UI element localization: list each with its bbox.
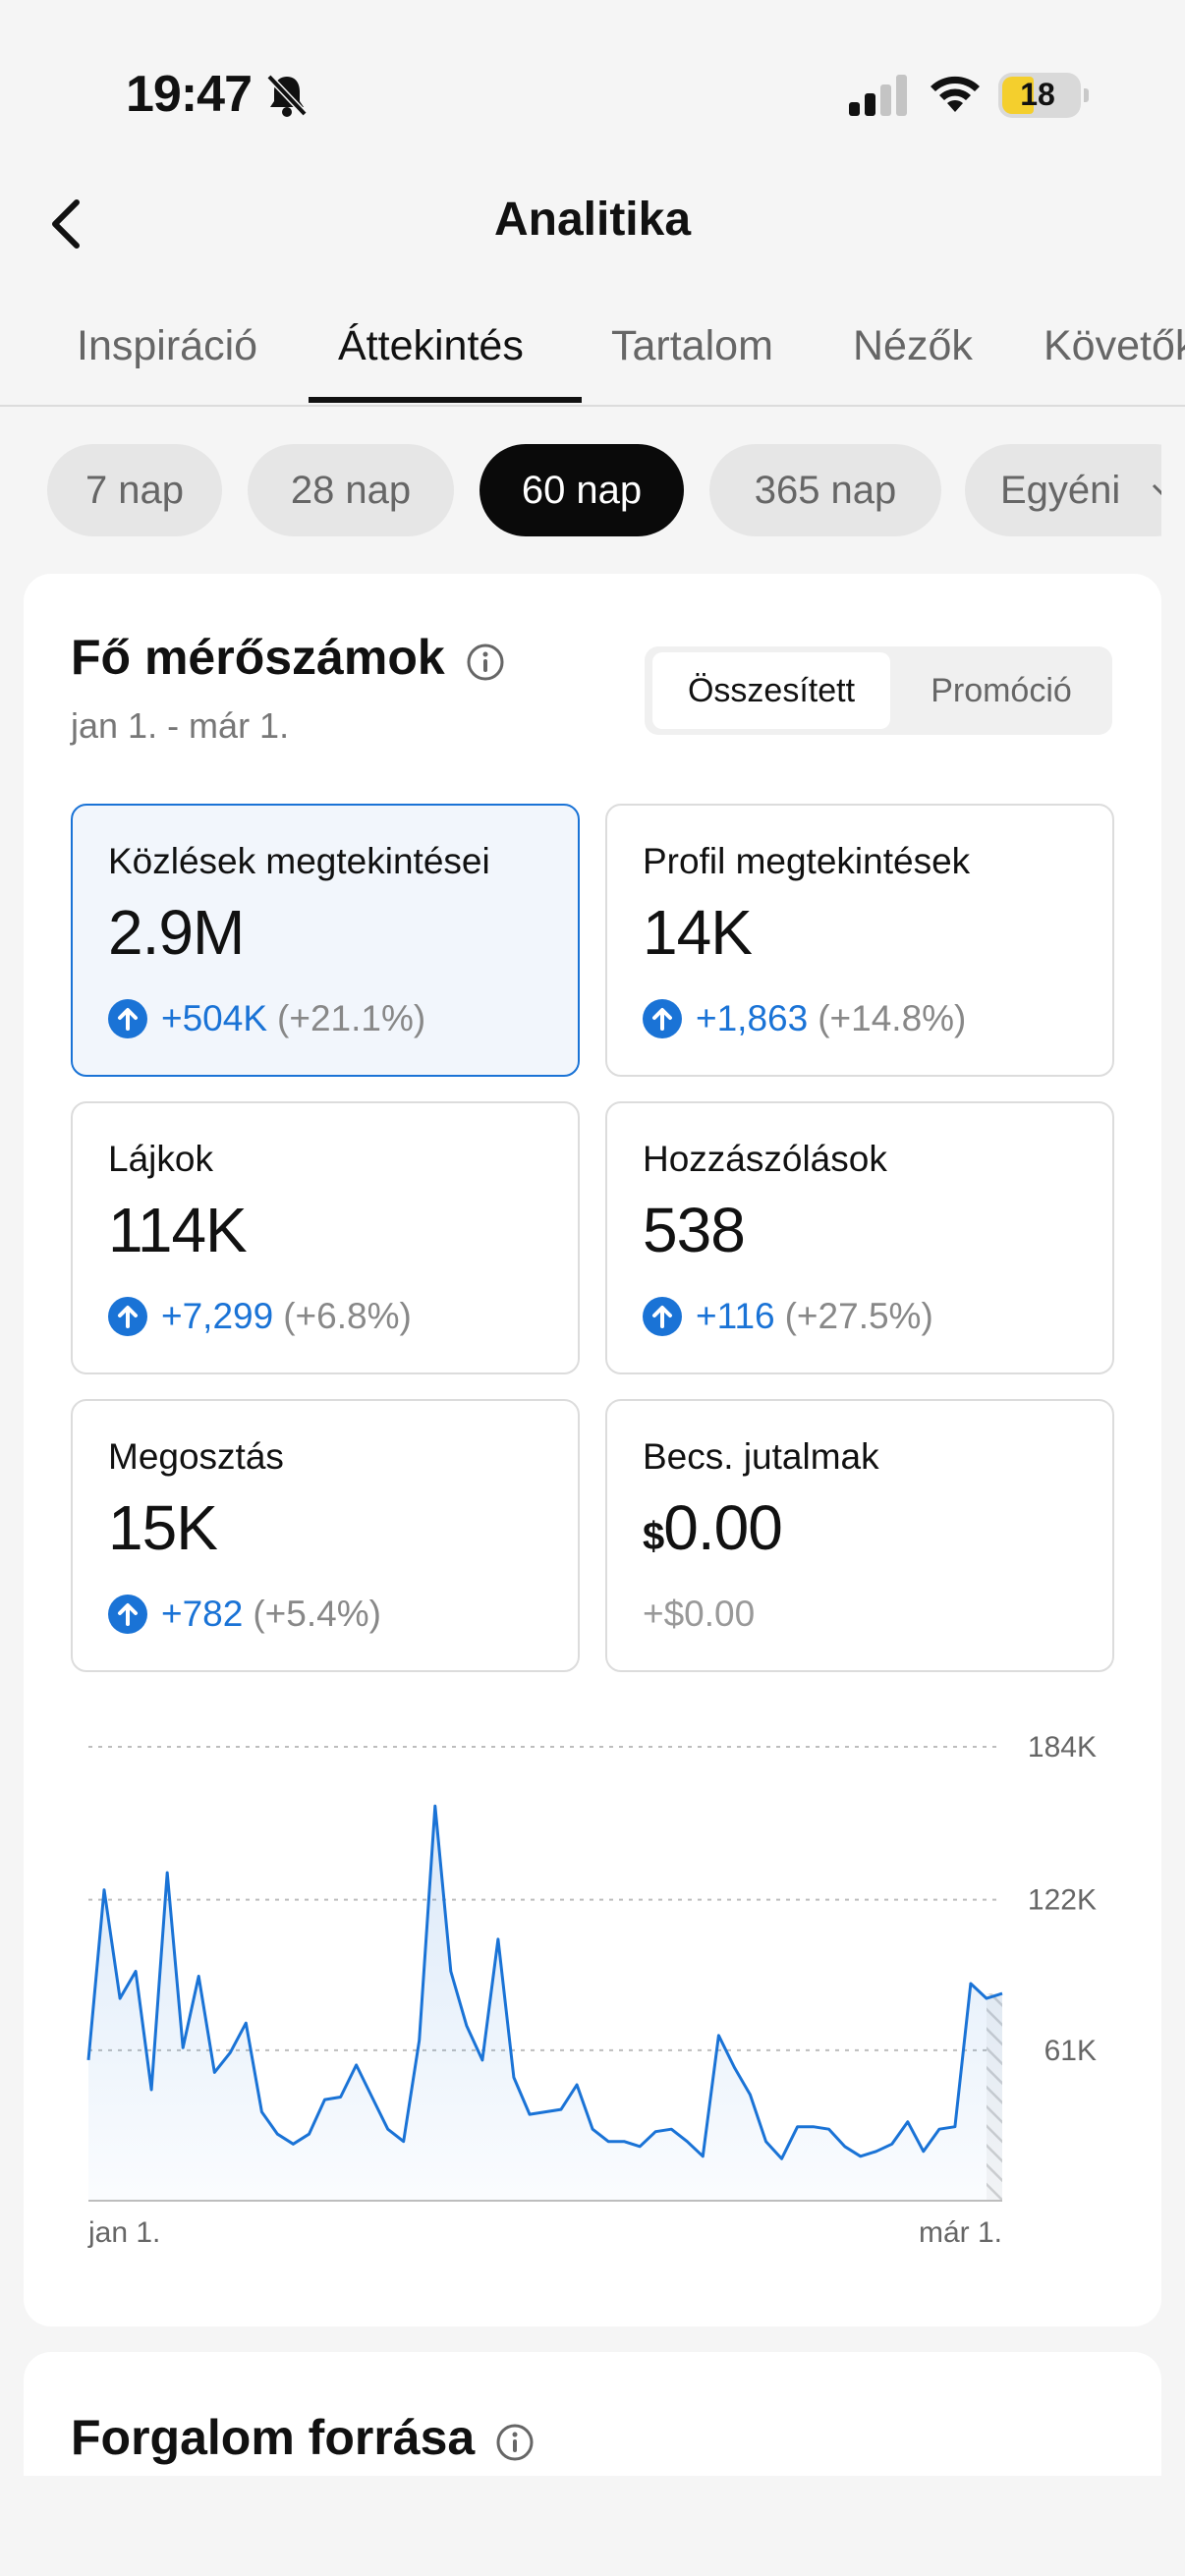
x-axis-label-end: már 1. [919, 2216, 1002, 2249]
metric-change: +504K (+21.1%) [108, 998, 425, 1039]
tab-followers[interactable]: Követők [1044, 322, 1185, 369]
metric-value: 538 [643, 1195, 746, 1265]
metric-change: +$0.00 [643, 1594, 755, 1635]
metric-likes[interactable]: Lájkok 114K +7,299 (+6.8%) [71, 1101, 580, 1374]
y-axis-tick-label: 184K [1028, 1731, 1097, 1764]
metric-value: 15K [108, 1492, 218, 1563]
arrow-up-icon [108, 1297, 147, 1336]
metric-change: +116 (+27.5%) [643, 1296, 933, 1337]
status-time: 19:47 [126, 66, 253, 123]
period-60-days[interactable]: 60 nap [480, 444, 684, 536]
metric-delta: +116 [696, 1296, 775, 1336]
period-custom-label: Egyéni [1000, 469, 1121, 512]
arrow-up-icon [108, 1595, 147, 1634]
metric-shares[interactable]: Megosztás 15K +782 (+5.4%) [71, 1399, 580, 1672]
period-7-days[interactable]: 7 nap [47, 444, 222, 536]
metric-percent: (+5.4%) [253, 1594, 381, 1634]
status-bar: 19:47 18 [0, 0, 1185, 187]
metric-mode-toggle: Összesített Promóció [645, 646, 1112, 735]
metric-label: Lájkok [108, 1139, 213, 1179]
chart-series-line [86, 1804, 1003, 2160]
metric-percent: (+6.8%) [283, 1296, 412, 1336]
metric-label: Megosztás [108, 1436, 284, 1477]
info-icon[interactable] [466, 643, 505, 682]
tab-inspiration[interactable]: Inspiráció [77, 322, 258, 369]
arrow-up-icon [643, 999, 682, 1038]
traffic-source-title: Forgalom forrása [71, 2410, 476, 2465]
analytics-tabs: Inspiráció Áttekintés Tartalom Nézők Köv… [0, 295, 1185, 407]
metric-delta: +504K [161, 998, 268, 1038]
metric-delta: +782 [161, 1594, 244, 1634]
metric-value: 2.9M [108, 897, 245, 968]
signal-icon [849, 75, 907, 116]
metric-profile-views[interactable]: Profil megtekintések 14K +1,863 (+14.8%) [605, 804, 1114, 1077]
active-tab-indicator [309, 397, 582, 403]
y-axis-tick-label: 122K [1028, 1884, 1097, 1917]
page-title: Analitika [493, 194, 692, 246]
metric-estimated-rewards[interactable]: Becs. jutalmak $0.00 +$0.00 [605, 1399, 1114, 1672]
metric-label: Profil megtekintések [643, 841, 971, 881]
metric-percent: (+27.5%) [784, 1296, 933, 1336]
battery-indicator: 18 [998, 73, 1089, 118]
tab-overview[interactable]: Áttekintés [338, 322, 524, 369]
metric-post-views[interactable]: Közlések megtekintései 2.9M +504K (+21.1… [71, 804, 580, 1077]
metric-change: +782 (+5.4%) [108, 1594, 381, 1635]
metric-delta: +1,863 [696, 998, 809, 1038]
currency-symbol: $ [643, 1515, 664, 1558]
y-axis-tick-label: 61K [1044, 2035, 1097, 2067]
period-365-days[interactable]: 365 nap [709, 444, 941, 536]
metric-label: Hozzászólások [643, 1139, 887, 1179]
metric-delta: +$0.00 [643, 1594, 756, 1634]
mode-total[interactable]: Összesített [652, 652, 890, 729]
tab-viewers[interactable]: Nézők [853, 322, 973, 369]
views-chart[interactable]: 184K 122K 61K jan 1. már 1. [24, 1709, 1161, 2260]
metric-percent: (+14.8%) [818, 998, 967, 1038]
chevron-down-icon [1152, 483, 1161, 495]
chart-area-fill [88, 1806, 1002, 2201]
arrow-up-icon [108, 999, 147, 1038]
info-icon[interactable] [495, 2423, 535, 2462]
metric-change: +1,863 (+14.8%) [643, 998, 966, 1039]
wifi-icon [931, 76, 980, 112]
date-range: jan 1. - már 1. [71, 705, 290, 746]
metric-value-amount: 0.00 [663, 1492, 783, 1563]
metric-change: +7,299 (+6.8%) [108, 1296, 412, 1337]
bell-muted-icon [266, 74, 308, 117]
metric-delta: +7,299 [161, 1296, 274, 1336]
metric-comments[interactable]: Hozzászólások 538 +116 (+27.5%) [605, 1101, 1114, 1374]
metric-label: Becs. jutalmak [643, 1436, 879, 1477]
period-selector: 7 nap 28 nap 60 nap 365 nap Egyéni [0, 432, 1161, 550]
key-metrics-title: Fő mérőszámok [71, 630, 445, 685]
period-28-days[interactable]: 28 nap [248, 444, 454, 536]
key-metrics-card: Fő mérőszámok jan 1. - már 1. Összesítet… [24, 574, 1161, 2326]
x-axis-label-start: jan 1. [87, 2216, 160, 2249]
back-arrow-icon[interactable] [43, 195, 88, 253]
metric-value: 114K [108, 1195, 248, 1265]
arrow-up-icon [643, 1297, 682, 1336]
bottom-area [0, 2476, 1185, 2576]
period-custom[interactable]: Egyéni [965, 444, 1161, 536]
metric-percent: (+21.1%) [277, 998, 426, 1038]
metric-label: Közlések megtekintései [108, 841, 490, 881]
battery-level: 18 [1020, 77, 1055, 112]
mode-promotion[interactable]: Promóció [931, 672, 1072, 709]
tab-content[interactable]: Tartalom [611, 322, 773, 369]
metric-value: $0.00 [643, 1491, 783, 1564]
metric-value: 14K [643, 897, 753, 968]
